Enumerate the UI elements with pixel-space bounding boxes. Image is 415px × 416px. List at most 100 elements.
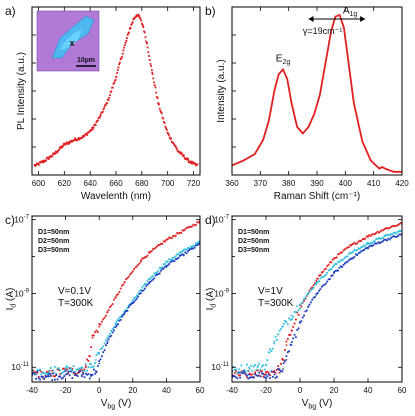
data-point — [293, 333, 296, 336]
data-point — [122, 49, 125, 52]
data-point — [390, 233, 393, 235]
data-point — [96, 119, 99, 122]
data-point-key — [182, 253, 185, 256]
data-point — [265, 377, 267, 379]
data-point — [49, 367, 52, 369]
y-tick-label: 10-9 — [14, 288, 29, 298]
data-point — [350, 243, 353, 246]
data-point-key — [350, 251, 352, 254]
data-point — [37, 162, 40, 165]
condition-temperature: T=300K — [58, 298, 94, 309]
x-tick-label: 700 — [161, 179, 175, 188]
data-point — [164, 240, 166, 243]
data-point — [184, 251, 187, 254]
data-point — [88, 377, 91, 380]
data-point-key — [148, 251, 151, 254]
data-point — [157, 244, 160, 247]
data-point — [67, 366, 70, 369]
data-point — [278, 369, 281, 371]
data-point — [135, 297, 138, 300]
data-point — [33, 164, 36, 166]
data-point — [153, 272, 156, 275]
data-point — [162, 263, 165, 266]
data-point — [267, 373, 270, 376]
data-point — [124, 41, 127, 44]
data-point — [166, 264, 169, 267]
data-point — [318, 280, 320, 283]
data-point — [271, 347, 274, 350]
data-point — [305, 309, 308, 312]
data-point — [369, 242, 372, 245]
data-point — [165, 127, 167, 130]
data-point — [85, 132, 88, 135]
data-point — [118, 316, 121, 319]
data-point — [91, 334, 94, 337]
data-point — [193, 246, 196, 249]
data-point — [305, 294, 308, 297]
data-point — [323, 268, 326, 271]
data-point — [154, 86, 157, 89]
data-point — [295, 311, 297, 314]
data-point — [315, 279, 318, 282]
peak-e2g-label: E2g — [276, 53, 291, 66]
data-point — [342, 249, 345, 252]
data-point — [256, 369, 259, 372]
data-point — [273, 89, 276, 91]
data-point — [381, 166, 383, 168]
data-point-key — [248, 366, 250, 369]
data-point — [256, 375, 259, 377]
data-point — [327, 269, 330, 272]
data-point — [327, 263, 330, 266]
data-point — [248, 367, 251, 370]
data-point — [334, 270, 337, 272]
y-tick-base: 10 — [14, 288, 24, 298]
data-point — [110, 334, 113, 337]
data-point — [189, 226, 192, 228]
data-point — [368, 234, 371, 236]
data-point-key — [285, 358, 288, 361]
data-point — [118, 319, 121, 322]
data-point — [63, 370, 66, 373]
x-axis-label-sub: bg — [308, 404, 316, 411]
data-point — [157, 273, 160, 276]
data-point-key — [316, 281, 318, 284]
data-point — [324, 273, 327, 276]
data-point — [266, 359, 269, 362]
data-point — [339, 265, 342, 268]
data-point — [188, 225, 191, 228]
data-point — [343, 248, 346, 251]
data-point — [176, 257, 179, 260]
plot-frame — [31, 6, 201, 176]
data-point — [309, 287, 312, 290]
data-point — [178, 151, 181, 154]
data-point — [289, 319, 292, 321]
data-point — [240, 370, 243, 373]
data-point-key — [133, 17, 135, 20]
data-point — [246, 363, 248, 366]
data-point — [57, 367, 60, 370]
data-point — [168, 263, 170, 265]
data-point — [243, 371, 246, 374]
data-point — [86, 133, 89, 136]
data-point — [259, 375, 262, 378]
data-point — [280, 362, 282, 365]
legend-entry: D1=50nm — [238, 229, 269, 236]
data-point — [111, 86, 114, 89]
data-point — [94, 331, 97, 334]
data-point — [258, 371, 261, 374]
data-point — [154, 272, 157, 275]
condition-temperature: T=300K — [258, 298, 294, 309]
data-point — [319, 274, 322, 277]
data-point — [240, 364, 243, 367]
data-point — [338, 260, 341, 263]
data-point — [55, 373, 58, 376]
data-point — [139, 289, 142, 291]
data-point — [250, 373, 252, 376]
data-point — [135, 265, 138, 268]
data-point — [135, 294, 138, 297]
data-point — [119, 316, 122, 318]
data-point — [148, 59, 151, 61]
data-point — [254, 373, 257, 376]
data-point — [33, 373, 36, 376]
